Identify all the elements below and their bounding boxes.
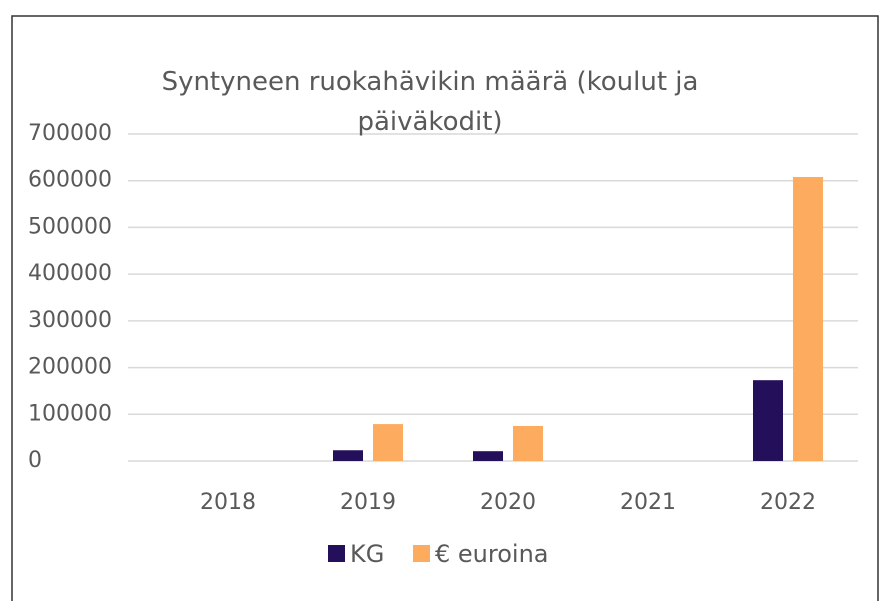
x-tick-label: 2019 [340, 490, 396, 515]
y-tick-label: 400000 [28, 261, 112, 286]
y-tick-label: 200000 [28, 355, 112, 380]
y-tick-label: 600000 [28, 168, 112, 193]
legend-label: KG [350, 540, 384, 568]
y-tick-label: 100000 [28, 401, 112, 426]
x-tick-label: 2020 [480, 490, 536, 515]
bar [793, 176, 823, 461]
legend-swatch [413, 545, 430, 562]
y-tick-label: 500000 [28, 214, 112, 239]
x-tick-label: 2018 [200, 490, 256, 515]
legend-swatch [328, 545, 345, 562]
x-tick-label: 2022 [760, 490, 816, 515]
bar [333, 450, 363, 461]
y-tick-label: 700000 [28, 121, 112, 146]
y-tick-label: 300000 [28, 308, 112, 333]
x-tick-label: 2021 [620, 490, 676, 515]
bar [373, 424, 403, 461]
y-tick-label: 0 [28, 448, 42, 473]
bar [513, 425, 543, 461]
bar [753, 380, 783, 461]
chart-frame [11, 15, 879, 601]
chart-title: Syntyneen ruokahävikin määrä (koulut ja … [161, 67, 699, 137]
bar [473, 451, 503, 461]
legend-label: € euroina [435, 540, 548, 568]
